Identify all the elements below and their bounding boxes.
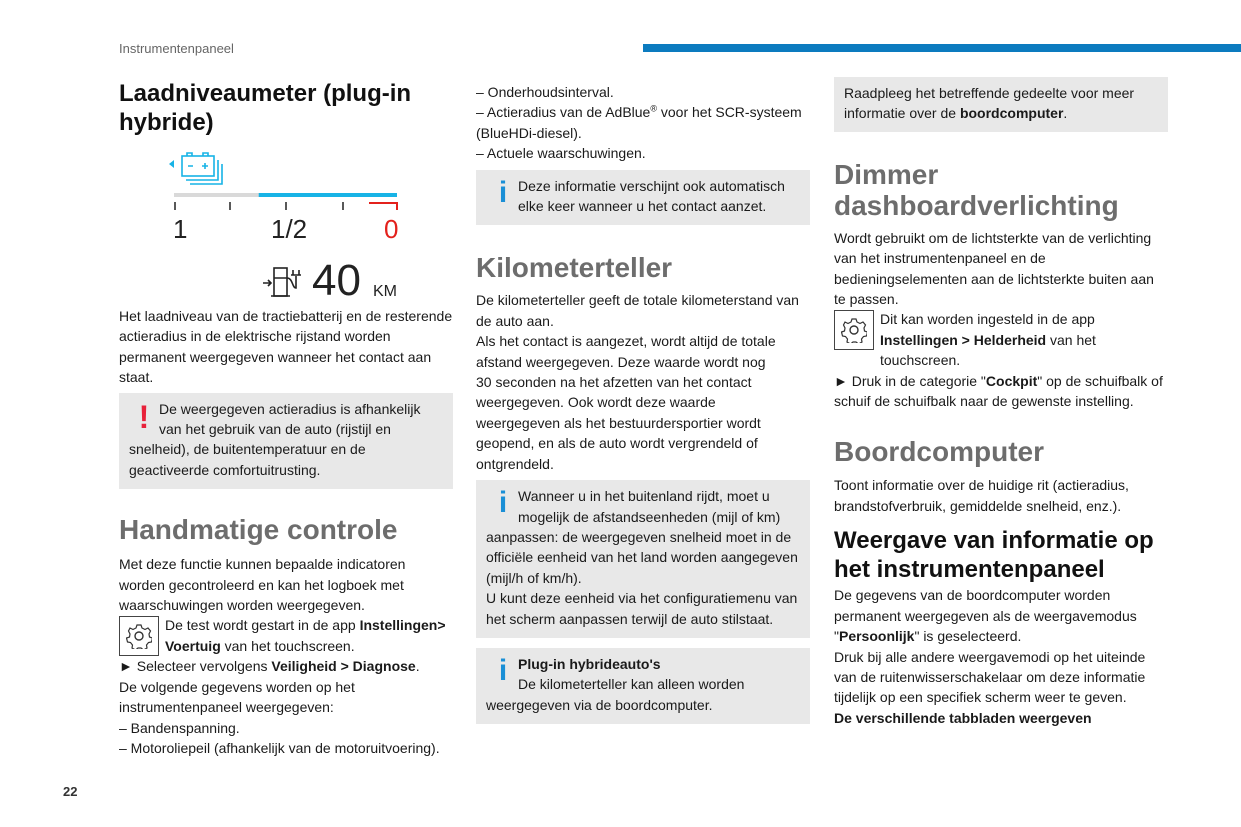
info-icon: i [498, 653, 508, 687]
heading-odometer: Kilometerteller [476, 252, 673, 284]
range-unit: KM [373, 283, 397, 300]
dimmer-text: Wordt gebruikt om de lichtsterkte van de… [834, 229, 1154, 308]
display-info-text: De gegevens van de boordcomputer worden … [834, 587, 1137, 645]
odometer-text-2: Als het contact is aangezet, wordt altij… [476, 333, 776, 472]
gauge-ticks [174, 202, 344, 210]
header-accent-bar [643, 44, 1241, 52]
tabs-subheading: De verschillende tabbladen weergeven [834, 709, 1092, 726]
gauge-label-empty: 0 [384, 214, 398, 244]
display-info-text-2: Druk bij alle andere weergavemodi op het… [834, 648, 1146, 706]
info-box-units: i Wanneer u in het buitenland rijdt, moe… [476, 480, 810, 638]
electric-range-icon [263, 267, 301, 297]
list-item: – Bandenspanning. [119, 719, 240, 736]
charge-gauge-illustration: 1 1/2 0 40 KM [169, 152, 398, 303]
note-box: Raadpleeg het betreffende gedeelte voor … [834, 77, 1168, 132]
info-box: i Deze informatie verschijnt ook automat… [476, 169, 810, 226]
column-1: Laadniveaumeter (plug-in hybride) [119, 79, 453, 137]
cockpit-step: ► Druk in de categorie "Cockpit" op de s… [834, 372, 1163, 410]
manual-check-text: Met deze functie kunnen bepaalde indicat… [119, 556, 406, 614]
gauge-label-half: 1/2 [271, 214, 307, 244]
range-value: 40 [312, 256, 361, 303]
info-icon: i [498, 175, 508, 209]
info-icon: i [498, 486, 508, 520]
list-item: – Actieradius van de AdBlue® voor het SC… [476, 103, 802, 141]
list-item: – Onderhoudsinterval. [476, 84, 614, 100]
section-header: Instrumentenpaneel [119, 41, 234, 56]
diagnose-step: ► Selecteer vervolgens Veiligheid > Diag… [119, 658, 420, 675]
trip-computer-text: Toont informatie over de huidige rit (ac… [834, 477, 1129, 514]
warning-text: De weergegeven actieradius is afhankelij… [129, 400, 421, 478]
title-charge-meter: Laadniveaumeter (plug-in hybride) [119, 80, 412, 136]
reserve-marker [369, 202, 398, 210]
column-3: Raadpleeg het betreffende gedeelte voor … [834, 77, 1168, 728]
settings-gear-icon [834, 310, 874, 351]
gauge-label-full: 1 [173, 214, 187, 244]
gauge-fill [258, 193, 397, 197]
heading-dimmer: Dimmer dashboardverlichting [834, 158, 1119, 221]
page-number: 22 [63, 784, 78, 799]
heading-display-info: Weergave van informatie op het instrumen… [834, 527, 1154, 584]
battery-icon [169, 152, 223, 185]
heading-trip-computer: Boordcomputer [834, 436, 1044, 468]
charge-intro-text: Het laadniveau van de tractiebatterij en… [119, 308, 453, 386]
odometer-text: De kilometerteller geeft de totale kilom… [476, 292, 799, 329]
info-box-phev: i Plug-in hybrideauto's De kilometertell… [476, 647, 810, 725]
heading-manual-check: Handmatige controle [119, 514, 398, 546]
gear-instruction: De test wordt gestart in de app Instelli… [119, 615, 453, 657]
list-item: – Actuele waarschuwingen. [476, 145, 646, 162]
column-2: – Onderhoudsinterval. – Actieradius van … [476, 82, 810, 725]
settings-gear-icon [119, 616, 159, 657]
gear-instruction: Dit kan worden ingesteld in de app Inste… [834, 309, 1168, 370]
warning-icon: ! [138, 398, 150, 435]
displayed-data-text: De volgende gegevens worden op het instr… [119, 678, 355, 716]
warning-box: ! De weergegeven actieradius is afhankel… [119, 392, 453, 490]
list-item: – Motoroliepeil (afhankelijk van de moto… [119, 740, 440, 757]
